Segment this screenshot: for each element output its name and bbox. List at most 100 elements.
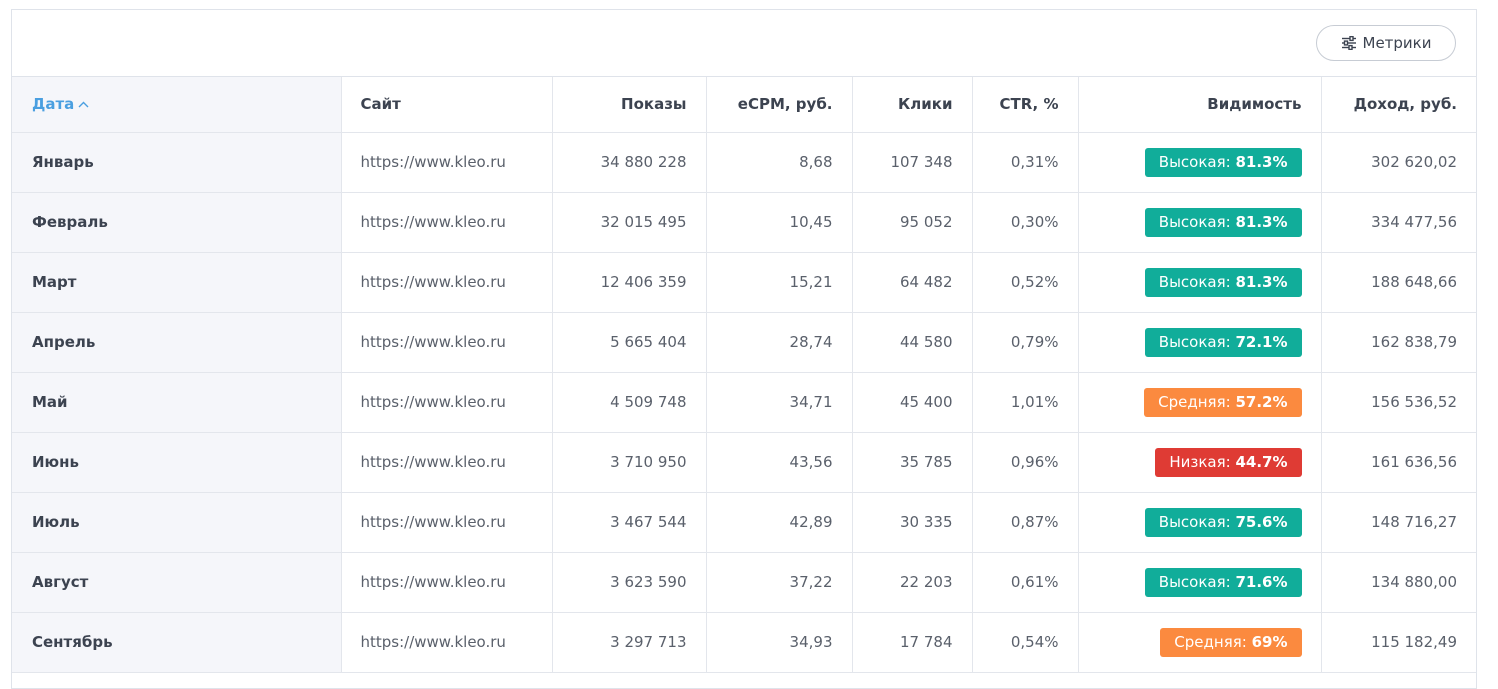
cell-visibility: Высокая: 81.3% [1078, 252, 1322, 313]
column-header-site[interactable]: Сайт [341, 77, 553, 133]
table-row[interactable]: Май https://www.kleo.ru 4 509 748 34,71 45 4… [12, 372, 1476, 433]
cell-ctr: 0,61% [972, 552, 1079, 613]
visibility-badge: Средняя: 69% [1160, 627, 1302, 657]
cell-ctr: 0,79% [972, 312, 1079, 373]
cell-ctr: 0,31% [972, 132, 1079, 193]
cell-visibility: Высокая: 81.3% [1078, 192, 1322, 253]
cell-date: Март [12, 252, 342, 313]
table-toolbar: Метрики [12, 10, 1476, 77]
cell-revenue: 161 636,56 [1321, 432, 1476, 493]
cell-ecpm: 43,56 [706, 432, 853, 493]
cell-ctr: 0,87% [972, 492, 1079, 553]
cell-impressions: 12 406 359 [552, 252, 707, 313]
cell-revenue: 302 620,02 [1321, 132, 1476, 193]
visibility-badge: Низкая: 44.7% [1155, 447, 1302, 477]
visibility-label: Высокая: [1158, 572, 1231, 591]
cell-revenue: 188 648,66 [1321, 252, 1476, 313]
visibility-badge: Высокая: 81.3% [1144, 147, 1302, 177]
cell-site: https://www.kleo.ru [341, 252, 553, 313]
cell-revenue: 162 838,79 [1321, 312, 1476, 373]
cell-visibility: Высокая: 72.1% [1078, 312, 1322, 373]
column-header-ecpm[interactable]: eCPM, руб. [706, 77, 853, 133]
visibility-badge: Высокая: 81.3% [1144, 207, 1302, 237]
table-row[interactable]: Март https://www.kleo.ru 12 406 359 15,21 64… [12, 252, 1476, 313]
cell-site: https://www.kleo.ru [341, 612, 553, 673]
cell-site: https://www.kleo.ru [341, 372, 553, 433]
column-header-clicks[interactable]: Клики [852, 77, 973, 133]
cell-clicks: 17 784 [852, 612, 973, 673]
table-row[interactable]: Сентябрь https://www.kleo.ru 3 297 713 34,9… [12, 612, 1476, 673]
sliders-icon [1341, 36, 1357, 50]
cell-date: Август [12, 552, 342, 613]
cell-revenue: 334 477,56 [1321, 192, 1476, 253]
cell-date: Январь [12, 132, 342, 193]
visibility-badge: Высокая: 71.6% [1144, 567, 1302, 597]
cell-clicks: 107 348 [852, 132, 973, 193]
cell-ecpm: 15,21 [706, 252, 853, 313]
visibility-value: 81.3% [1235, 272, 1288, 291]
cell-visibility: Высокая: 75.6% [1078, 492, 1322, 553]
cell-site: https://www.kleo.ru [341, 492, 553, 553]
visibility-label: Средняя: [1174, 632, 1247, 651]
cell-date: Май [12, 372, 342, 433]
visibility-label: Высокая: [1158, 272, 1231, 291]
cell-clicks: 44 580 [852, 312, 973, 373]
cell-clicks: 35 785 [852, 432, 973, 493]
metrics-button[interactable]: Метрики [1316, 25, 1456, 61]
table-row[interactable]: Январь https://www.kleo.ru 34 880 228 8,68 1… [12, 132, 1476, 193]
cell-ctr: 0,30% [972, 192, 1079, 253]
table-body: Январь https://www.kleo.ru 34 880 228 8,68 1… [12, 132, 1476, 673]
cell-date: Апрель [12, 312, 342, 373]
table-row[interactable]: Апрель https://www.kleo.ru 5 665 404 28,74 4… [12, 312, 1476, 373]
column-header-date[interactable]: Дата [12, 77, 342, 133]
column-header-visibility[interactable]: Видимость [1078, 77, 1322, 133]
visibility-value: 81.3% [1235, 152, 1288, 171]
cell-site: https://www.kleo.ru [341, 552, 553, 613]
visibility-label: Высокая: [1158, 212, 1231, 231]
visibility-label: Высокая: [1158, 332, 1231, 351]
visibility-value: 71.6% [1235, 572, 1288, 591]
visibility-value: 57.2% [1235, 392, 1288, 411]
stats-panel: Метрики Дата Сайт Показы eCPM, руб [11, 9, 1477, 689]
table-row[interactable]: Февраль https://www.kleo.ru 32 015 495 10,4… [12, 192, 1476, 253]
visibility-badge: Высокая: 75.6% [1144, 507, 1302, 537]
visibility-badge: Средняя: 57.2% [1144, 387, 1302, 417]
table-row[interactable]: Август https://www.kleo.ru 3 623 590 37,22 2… [12, 552, 1476, 613]
cell-ecpm: 10,45 [706, 192, 853, 253]
table-row[interactable]: Июнь https://www.kleo.ru 3 710 950 43,56 35 … [12, 432, 1476, 493]
cell-clicks: 45 400 [852, 372, 973, 433]
column-header-revenue[interactable]: Доход, руб. [1321, 77, 1476, 133]
cell-visibility: Средняя: 57.2% [1078, 372, 1322, 433]
cell-ecpm: 37,22 [706, 552, 853, 613]
cell-ctr: 1,01% [972, 372, 1079, 433]
cell-date: Февраль [12, 192, 342, 253]
cell-ctr: 0,96% [972, 432, 1079, 493]
cell-date: Сентябрь [12, 612, 342, 673]
visibility-label: Низкая: [1169, 452, 1231, 471]
column-header-impressions[interactable]: Показы [552, 77, 707, 133]
cell-clicks: 64 482 [852, 252, 973, 313]
cell-revenue: 115 182,49 [1321, 612, 1476, 673]
visibility-value: 75.6% [1235, 512, 1288, 531]
cell-impressions: 3 467 544 [552, 492, 707, 553]
cell-impressions: 34 880 228 [552, 132, 707, 193]
cell-date: Июнь [12, 432, 342, 493]
stats-table: Дата Сайт Показы eCPM, руб. Клики CTR, %… [12, 77, 1476, 673]
cell-site: https://www.kleo.ru [341, 312, 553, 373]
cell-site: https://www.kleo.ru [341, 432, 553, 493]
cell-revenue: 156 536,52 [1321, 372, 1476, 433]
cell-clicks: 22 203 [852, 552, 973, 613]
cell-ecpm: 42,89 [706, 492, 853, 553]
cell-ctr: 0,52% [972, 252, 1079, 313]
column-header-ctr[interactable]: CTR, % [972, 77, 1079, 133]
cell-clicks: 30 335 [852, 492, 973, 553]
cell-date: Июль [12, 492, 342, 553]
cell-revenue: 148 716,27 [1321, 492, 1476, 553]
cell-visibility: Высокая: 71.6% [1078, 552, 1322, 613]
table-row[interactable]: Июль https://www.kleo.ru 3 467 544 42,89 30 … [12, 492, 1476, 553]
cell-ctr: 0,54% [972, 612, 1079, 673]
cell-revenue: 134 880,00 [1321, 552, 1476, 613]
visibility-label: Средняя: [1158, 392, 1231, 411]
visibility-value: 69% [1251, 632, 1288, 651]
visibility-badge: Высокая: 81.3% [1144, 267, 1302, 297]
